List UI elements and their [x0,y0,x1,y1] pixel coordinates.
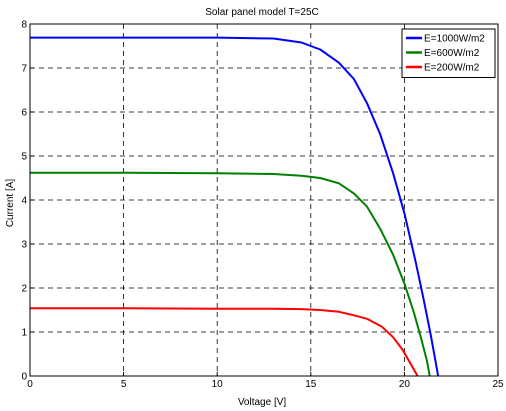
x-tick-labels: 0 5 10 15 20 25 [27,372,504,390]
series-line-e-200w-m2 [30,307,419,377]
y-tick-label: 4 [21,196,27,207]
y-tick-label: 8 [21,20,27,31]
y-tick-label: 7 [21,64,27,75]
x-tick-label: 20 [399,379,411,390]
x-axis-label: Voltage [V] [238,397,287,408]
x-tick-label: 10 [212,379,224,390]
series-lines [30,36,440,377]
y-tick-label: 5 [21,152,27,163]
legend-label: E=1000W/m2 [424,34,485,45]
x-tick-label: 25 [492,379,504,390]
y-tick-label: 0 [21,372,27,383]
y-tick-label: 2 [21,284,27,295]
x-tick-label: 0 [27,379,33,390]
legend-label: E=600W/m2 [424,48,480,59]
y-tick-labels: 0 1 2 3 4 5 6 7 8 [21,20,34,383]
x-tick-label: 5 [121,379,127,390]
y-tick-label: 6 [21,108,27,119]
x-tick-label: 15 [305,379,317,390]
series-line-e-1000w-m2 [30,36,440,377]
y-axis-label: Current [A] [5,179,16,228]
legend: E=1000W/m2 E=600W/m2 E=200W/m2 [401,28,496,78]
series-line-e-600w-m2 [30,171,431,377]
y-tick-label: 1 [21,328,27,339]
y-tick-label: 3 [21,240,27,251]
legend-label: E=200W/m2 [424,63,480,74]
chart-title: Solar panel model T=25C [205,7,319,18]
